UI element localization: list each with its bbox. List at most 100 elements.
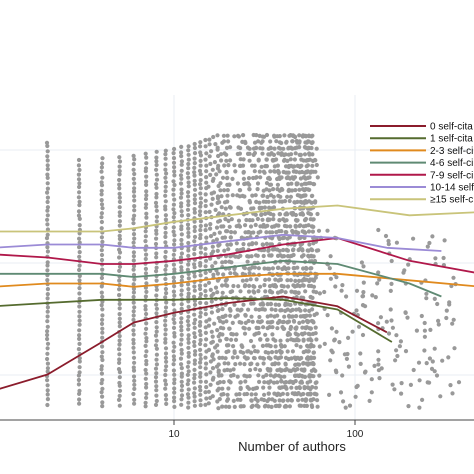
scatter-point — [235, 248, 240, 253]
scatter-point — [211, 134, 216, 140]
scatter-point — [212, 231, 217, 236]
scatter-point — [100, 326, 105, 331]
scatter-point — [198, 158, 203, 163]
scatter-point — [206, 389, 211, 394]
scatter-point — [198, 341, 203, 347]
scatter-point — [265, 314, 270, 319]
scatter-point — [225, 397, 231, 402]
scatter-point — [198, 371, 203, 376]
scatter-point — [116, 397, 122, 402]
scatter-point — [210, 334, 215, 339]
scatter-point — [295, 218, 300, 223]
scatter-point — [303, 133, 308, 138]
scatter-point — [213, 285, 219, 290]
scatter-point — [221, 272, 226, 277]
scatter-point — [301, 295, 306, 300]
scatter-point — [278, 277, 283, 282]
scatter-point — [359, 260, 364, 265]
scatter-point — [276, 265, 281, 270]
scatter-point — [171, 325, 177, 330]
scatter-point — [77, 365, 82, 370]
scatter-point — [45, 361, 51, 366]
scatter-point — [297, 320, 302, 325]
scatter-point — [99, 169, 104, 174]
scatter-point — [143, 151, 148, 156]
scatter-point — [143, 404, 148, 409]
scatter-point — [204, 301, 209, 306]
scatter-point — [262, 205, 267, 210]
scatter-point — [223, 404, 228, 409]
scatter-point — [186, 253, 191, 258]
scatter-point — [226, 247, 231, 252]
scatter-point — [179, 332, 184, 337]
scatter-point — [272, 398, 277, 403]
scatter-point — [204, 361, 209, 366]
scatter-point — [347, 403, 353, 408]
scatter-point — [100, 239, 105, 244]
scatter-point — [100, 344, 105, 349]
scatter-point — [179, 168, 184, 173]
scatter-point — [213, 142, 218, 147]
scatter-point — [45, 154, 50, 159]
scatter-point — [117, 191, 122, 196]
scatter-point — [302, 385, 307, 390]
scatter-point — [293, 290, 298, 295]
scatter-point — [143, 196, 149, 202]
scatter-point — [171, 289, 176, 294]
scatter-point — [311, 217, 316, 222]
scatter-point — [339, 288, 344, 293]
scatter-point — [216, 386, 221, 391]
scatter-point — [270, 319, 275, 324]
scatter-point — [236, 284, 241, 289]
scatter-point — [253, 367, 258, 372]
scatter-point — [221, 392, 226, 397]
scatter-point — [272, 169, 277, 174]
scatter-point — [215, 194, 220, 199]
scatter-point — [172, 399, 177, 404]
scatter-point — [192, 321, 197, 326]
scatter-point — [301, 361, 306, 366]
scatter-point — [217, 218, 223, 223]
scatter-point — [358, 361, 363, 366]
scatter-point — [179, 292, 184, 297]
scatter-point — [163, 346, 169, 351]
scatter-point — [143, 376, 148, 381]
scatter-point — [45, 167, 50, 172]
scatter-point — [171, 317, 176, 322]
scatter-point — [178, 342, 184, 347]
scatter-point — [144, 321, 149, 326]
scatter-point — [131, 217, 136, 222]
scatter-point — [131, 294, 136, 300]
scatter-point — [179, 402, 184, 407]
scatter-point — [310, 319, 315, 324]
scatter-point — [198, 153, 203, 158]
scatter-point — [144, 336, 149, 341]
scatter-point — [282, 199, 288, 204]
scatter-point — [45, 249, 51, 254]
scatter-point — [131, 232, 137, 237]
scatter-point — [192, 352, 198, 357]
scatter-point — [144, 289, 149, 294]
scatter-point — [163, 386, 168, 391]
scatter-point — [267, 277, 272, 282]
scatter-point — [282, 344, 287, 349]
scatter-point — [253, 175, 258, 180]
scatter-point — [179, 351, 184, 356]
scatter-point — [131, 267, 136, 272]
scatter-point — [45, 402, 50, 408]
scatter-point — [154, 204, 159, 209]
scatter-point — [163, 180, 168, 185]
scatter-point — [185, 392, 191, 397]
scatter-point — [193, 349, 198, 354]
scatter-point — [204, 169, 209, 174]
scatter-point — [271, 337, 276, 342]
scatter-point — [304, 313, 309, 318]
scatter-point — [275, 163, 280, 168]
scatter-point — [198, 178, 203, 183]
scatter-point — [198, 232, 203, 238]
scatter-point — [265, 223, 270, 228]
scatter-point — [307, 175, 312, 180]
scatter-point — [154, 162, 159, 168]
scatter-point — [271, 187, 276, 192]
scatter-point — [249, 398, 254, 403]
